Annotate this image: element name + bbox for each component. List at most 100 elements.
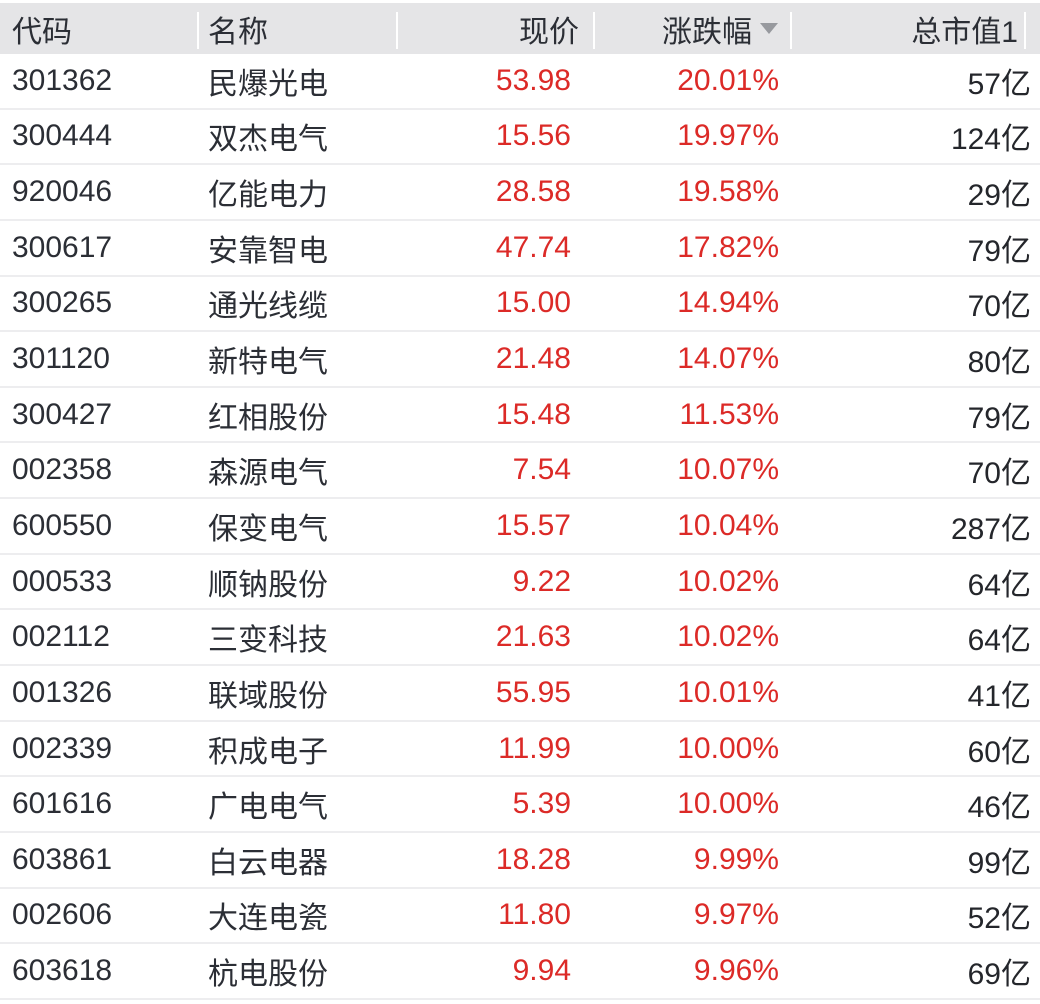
table-row[interactable]: 000533 顺钠股份 9.22 10.02% 64亿	[0, 554, 1040, 611]
stock-change-percent-cell: 14.07%	[677, 342, 779, 376]
column-divider	[197, 12, 199, 49]
stock-code-cell: 002606	[12, 898, 113, 932]
table-row[interactable]: 603618 杭电股份 9.94 9.96% 69亿	[0, 944, 1040, 1000]
stock-code-cell: 300444	[12, 119, 113, 153]
table-row[interactable]: 300265 通光线缆 15.00 14.94% 70亿	[0, 276, 1040, 333]
stock-change-percent-cell: 10.04%	[677, 508, 779, 542]
table-header: 代码 名称 现价 涨跌幅 总市值1	[0, 3, 1040, 54]
stock-code-cell: 000533	[12, 564, 113, 598]
stock-code-cell: 301120	[12, 342, 110, 376]
column-divider	[790, 12, 792, 49]
stock-market-cap-cell: 46亿	[967, 791, 1031, 825]
table-row[interactable]: 002112 三变科技 21.63 10.02% 64亿	[0, 610, 1040, 667]
stock-market-cap-cell: 52亿	[967, 902, 1031, 936]
stock-price-cell: 21.48	[495, 342, 571, 376]
stock-market-cap-cell: 29亿	[967, 179, 1031, 213]
stock-price-cell: 7.54	[512, 453, 571, 487]
table-row[interactable]: 300444 双杰电气 15.56 19.97% 124亿	[0, 109, 1040, 166]
stock-change-percent-cell: 10.07%	[677, 453, 779, 487]
header-label-code: 代码	[12, 15, 72, 49]
stock-name-cell: 保变电气	[208, 512, 328, 546]
stock-code-cell: 601616	[12, 787, 113, 821]
stock-change-percent-cell: 9.96%	[693, 954, 779, 988]
stock-price-cell: 15.48	[495, 397, 571, 431]
column-divider	[396, 12, 398, 49]
table-row[interactable]: 002606 大连电瓷 11.80 9.97% 52亿	[0, 888, 1040, 945]
table-row[interactable]: 600550 保变电气 15.57 10.04% 287亿	[0, 499, 1040, 555]
stock-code-cell: 301362	[12, 63, 113, 97]
stock-name-cell: 联域股份	[208, 679, 328, 713]
header-cell-change-percent[interactable]: 涨跌幅	[593, 3, 790, 54]
stock-name-cell: 亿能电力	[208, 179, 328, 213]
table-row[interactable]: 601616 广电电气 5.39 10.00% 46亿	[0, 777, 1040, 833]
stock-name-cell: 白云电器	[208, 846, 328, 880]
stock-price-cell: 11.99	[498, 731, 571, 765]
stock-code-cell: 920046	[12, 175, 113, 209]
stock-code-cell: 001326	[12, 675, 113, 709]
table-row[interactable]: 300427 红相股份 15.48 11.53% 79亿	[0, 387, 1040, 444]
stock-market-cap-cell: 69亿	[967, 958, 1031, 992]
stock-market-cap-cell: 70亿	[967, 457, 1031, 491]
stock-name-cell: 广电电气	[208, 791, 328, 825]
stock-name-cell: 民爆光电	[208, 67, 328, 101]
stock-name-cell: 森源电气	[208, 457, 328, 491]
stock-change-percent-cell: 20.01%	[677, 63, 779, 97]
header-cell-market-cap[interactable]: 总市值1	[790, 3, 1024, 54]
stock-price-cell: 18.28	[495, 842, 571, 876]
stock-name-cell: 新特电气	[208, 346, 328, 380]
table-row[interactable]: 002339 积成电子 11.99 10.00% 60亿	[0, 721, 1040, 778]
stock-price-cell: 9.94	[512, 954, 571, 988]
stock-market-cap-cell: 287亿	[950, 512, 1031, 546]
stock-market-cap-cell: 124亿	[950, 123, 1031, 157]
stock-price-cell: 9.22	[512, 564, 571, 598]
stock-code-cell: 300265	[12, 286, 113, 320]
table-row[interactable]: 301120 新特电气 21.48 14.07% 80亿	[0, 332, 1040, 388]
stock-code-cell: 603618	[12, 954, 113, 988]
stock-price-cell: 47.74	[495, 230, 571, 264]
stock-code-cell: 300427	[12, 397, 113, 431]
stock-name-cell: 双杰电气	[208, 123, 328, 157]
table-row[interactable]: 301362 民爆光电 53.98 20.01% 57亿	[0, 54, 1040, 110]
stock-market-cap-cell: 57亿	[967, 67, 1031, 101]
stock-market-cap-cell: 79亿	[967, 401, 1031, 435]
header-cell-name[interactable]: 名称	[197, 3, 396, 54]
stock-change-percent-cell: 14.94%	[677, 286, 779, 320]
stock-name-cell: 通光线缆	[208, 290, 328, 324]
stock-change-percent-cell: 10.00%	[677, 731, 779, 765]
stock-code-cell: 603861	[12, 842, 113, 876]
header-label-market-cap: 总市值1	[911, 15, 1018, 49]
header-cell-code[interactable]: 代码	[0, 3, 197, 54]
stock-price-cell: 15.57	[495, 508, 571, 542]
stock-change-percent-cell: 10.02%	[677, 620, 779, 654]
table-row[interactable]: 002358 森源电气 7.54 10.07% 70亿	[0, 443, 1040, 500]
stock-price-cell: 28.58	[495, 175, 571, 209]
table-row[interactable]: 300617 安靠智电 47.74 17.82% 79亿	[0, 220, 1040, 277]
header-cell-price[interactable]: 现价	[396, 3, 593, 54]
column-divider	[593, 12, 595, 49]
table-row[interactable]: 603861 白云电器 18.28 9.99% 99亿	[0, 832, 1040, 889]
stock-code-cell: 002112	[12, 620, 110, 654]
stock-price-cell: 15.56	[495, 119, 571, 153]
stock-change-percent-cell: 10.00%	[677, 787, 779, 821]
stock-name-cell: 红相股份	[208, 401, 328, 435]
stock-market-cap-cell: 79亿	[967, 234, 1031, 268]
table-row[interactable]: 001326 联域股份 55.95 10.01% 41亿	[0, 666, 1040, 722]
stock-market-cap-cell: 64亿	[967, 624, 1031, 658]
column-divider	[1024, 12, 1026, 49]
table-row[interactable]: 920046 亿能电力 28.58 19.58% 29亿	[0, 165, 1040, 221]
header-label-change-percent: 涨跌幅	[662, 15, 752, 49]
header-label-name: 名称	[208, 15, 268, 49]
stock-name-cell: 顺钠股份	[208, 568, 328, 602]
stock-change-percent-cell: 9.97%	[693, 898, 779, 932]
stock-name-cell: 安靠智电	[208, 234, 328, 268]
stock-change-percent-cell: 19.58%	[677, 175, 779, 209]
stock-name-cell: 杭电股份	[208, 958, 328, 992]
stock-change-percent-cell: 11.53%	[679, 397, 779, 431]
stock-market-cap-cell: 80亿	[967, 346, 1031, 380]
stock-market-cap-cell: 64亿	[967, 568, 1031, 602]
sort-desc-triangle-icon	[760, 23, 778, 34]
stock-code-cell: 002339	[12, 731, 113, 765]
header-cell-cutoff	[1024, 3, 1040, 54]
stock-market-cap-cell: 70亿	[967, 290, 1031, 324]
